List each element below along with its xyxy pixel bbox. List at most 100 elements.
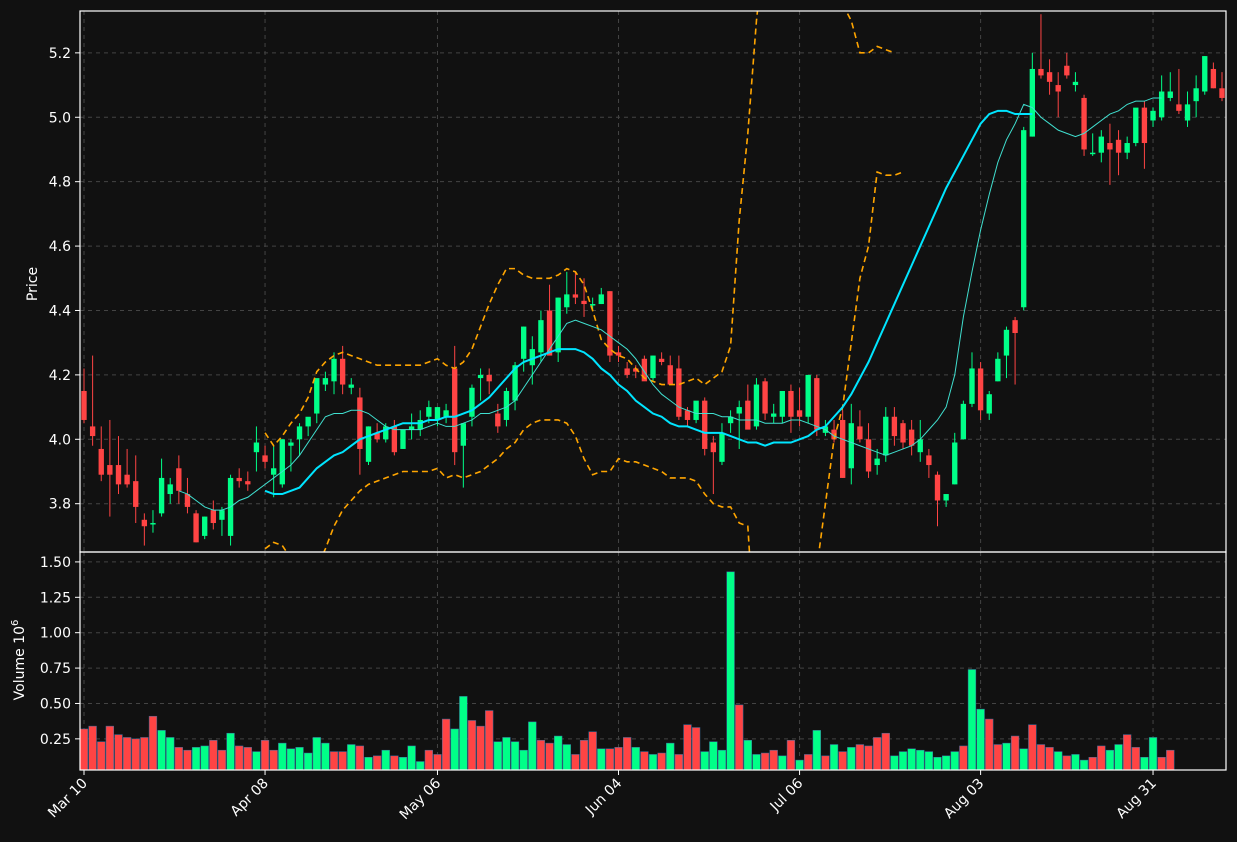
- candle-body: [1158, 91, 1165, 118]
- volume-bar: [1028, 724, 1037, 770]
- volume-bar: [579, 740, 589, 770]
- volume-bar: [1019, 748, 1028, 770]
- volume-tick-label: 0.75: [40, 661, 71, 677]
- volume-bar: [166, 737, 175, 770]
- volume-bar: [950, 751, 959, 770]
- volume-bar: [1123, 734, 1132, 770]
- candle-body: [1133, 107, 1139, 144]
- volume-bar: [804, 754, 813, 770]
- candle-body: [1064, 65, 1070, 76]
- volume-bar: [269, 749, 278, 770]
- volume-bar: [200, 745, 209, 770]
- candle-body: [883, 416, 889, 456]
- candle-body: [771, 413, 777, 417]
- candle-body: [115, 465, 122, 485]
- volume-bar: [916, 749, 925, 770]
- volume-bar: [407, 745, 416, 770]
- candle-body: [538, 320, 544, 353]
- volume-bar: [459, 696, 468, 770]
- volume-bar: [191, 747, 201, 770]
- price-tick-label: 5.0: [49, 110, 71, 126]
- volume-bar: [1148, 737, 1158, 770]
- volume-bar: [433, 754, 442, 770]
- candle-body: [141, 519, 148, 527]
- volume-bar: [907, 748, 916, 770]
- volume-bar: [769, 749, 778, 770]
- volume-bar: [536, 740, 546, 770]
- candle-body: [270, 468, 277, 475]
- candle-body: [727, 416, 734, 424]
- volume-bar: [1157, 757, 1166, 770]
- volume-bar: [1114, 744, 1123, 770]
- volume-bar: [855, 744, 865, 770]
- volume-bar: [812, 730, 821, 770]
- volume-bar: [1054, 751, 1063, 770]
- volume-bar: [821, 755, 830, 770]
- volume-bar: [640, 751, 649, 770]
- candle-body: [210, 510, 216, 524]
- candle-body: [374, 432, 380, 440]
- candle-body: [1141, 107, 1148, 144]
- volume-bar: [252, 751, 261, 770]
- candle-body: [607, 291, 613, 356]
- volume-bar: [648, 754, 658, 770]
- volume-bar: [424, 749, 433, 770]
- volume-bar: [959, 745, 968, 770]
- volume-bar: [381, 749, 390, 770]
- candle-body: [81, 390, 87, 420]
- fast-moving-average-line: [178, 97, 1162, 511]
- price-tick-label: 4.2: [49, 368, 71, 384]
- candle-body: [676, 368, 682, 417]
- volume-bar: [209, 740, 218, 770]
- price-tick-label: 4.6: [49, 239, 71, 255]
- candle-body: [383, 426, 389, 440]
- volume-bar: [217, 749, 227, 770]
- candle-body: [426, 407, 432, 417]
- candle-body: [555, 297, 561, 353]
- candle-body: [615, 352, 622, 356]
- candle-body: [477, 374, 484, 379]
- candle-body: [684, 410, 691, 420]
- candle-body: [296, 426, 303, 440]
- volume-bar: [416, 761, 425, 770]
- volume-bar: [329, 751, 339, 770]
- volume-bar: [743, 740, 752, 770]
- volume-bar: [1002, 742, 1011, 770]
- volume-bar: [398, 757, 408, 770]
- volume-bar: [786, 740, 796, 770]
- price-tick-label: 4.0: [49, 432, 71, 448]
- candle-body: [443, 410, 449, 417]
- volume-bar: [243, 747, 252, 770]
- candle-body: [365, 426, 372, 462]
- candle-body: [495, 413, 501, 427]
- volume-tick-label: 1.25: [40, 590, 71, 606]
- volume-bar: [510, 741, 520, 770]
- volume-tick-label: 0.50: [40, 696, 71, 712]
- volume-bar: [97, 741, 106, 770]
- candle-body: [236, 477, 242, 482]
- candle-body: [1072, 81, 1079, 86]
- volume-bar: [631, 747, 640, 770]
- candle-body: [710, 442, 717, 453]
- volume-bar: [338, 751, 347, 770]
- candle-body: [564, 294, 570, 308]
- candle-body: [969, 368, 975, 404]
- volume-bar: [735, 704, 744, 770]
- volume-bar: [502, 737, 511, 770]
- lower-band-line: [264, 170, 904, 552]
- candle-body: [693, 400, 699, 420]
- candle-body: [417, 419, 423, 430]
- volume-bar: [1105, 749, 1115, 770]
- candle-body: [1210, 68, 1217, 89]
- candle-body: [900, 423, 906, 443]
- volume-bar: [1071, 754, 1080, 770]
- volume-bar: [1036, 744, 1046, 770]
- volume-bar: [829, 744, 839, 770]
- volume-bar: [605, 748, 615, 770]
- volume-bar: [1045, 747, 1054, 770]
- volume-bar: [924, 751, 934, 770]
- candle-body: [1012, 320, 1018, 334]
- candle-body: [589, 304, 596, 306]
- volume-bar: [993, 744, 1002, 770]
- slow-moving-average-line: [264, 109, 1033, 496]
